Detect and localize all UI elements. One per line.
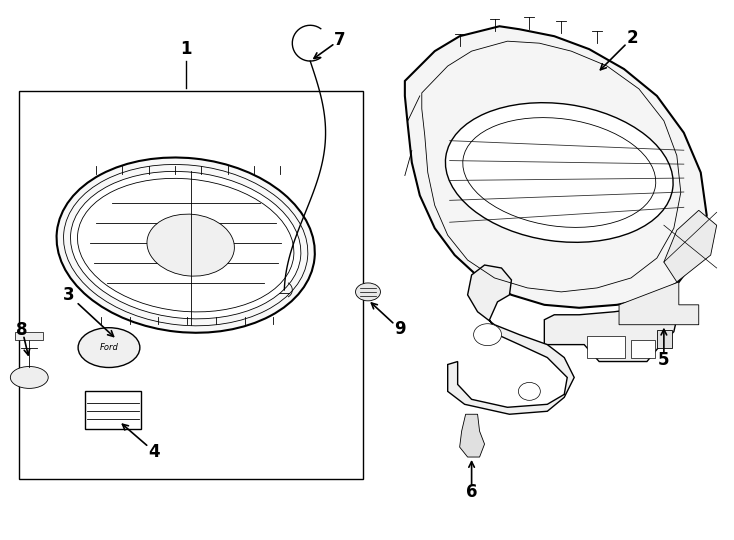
Bar [631,340,655,357]
Ellipse shape [355,283,380,301]
Text: 6: 6 [466,483,477,501]
Bar [587,336,625,357]
Ellipse shape [78,328,140,368]
Text: 2: 2 [627,29,638,47]
Text: 9: 9 [394,320,406,338]
Ellipse shape [147,214,234,276]
Bar [85,392,141,429]
Text: 1: 1 [180,40,192,58]
Ellipse shape [10,367,48,388]
Ellipse shape [70,171,301,319]
Polygon shape [545,302,679,361]
Bar [19,91,363,479]
Polygon shape [619,282,699,325]
Polygon shape [664,210,716,282]
Ellipse shape [446,103,673,242]
Ellipse shape [518,382,540,400]
Text: 7: 7 [334,31,346,49]
Text: 3: 3 [63,286,75,304]
Bar [657,330,672,348]
Text: Ford: Ford [100,343,118,352]
Text: 4: 4 [148,443,160,461]
Polygon shape [459,414,484,457]
Ellipse shape [473,323,501,346]
Text: 5: 5 [658,351,669,369]
Polygon shape [405,26,707,308]
Text: 8: 8 [16,321,28,339]
Ellipse shape [57,158,315,333]
Polygon shape [448,265,574,414]
Bar [15,332,43,340]
